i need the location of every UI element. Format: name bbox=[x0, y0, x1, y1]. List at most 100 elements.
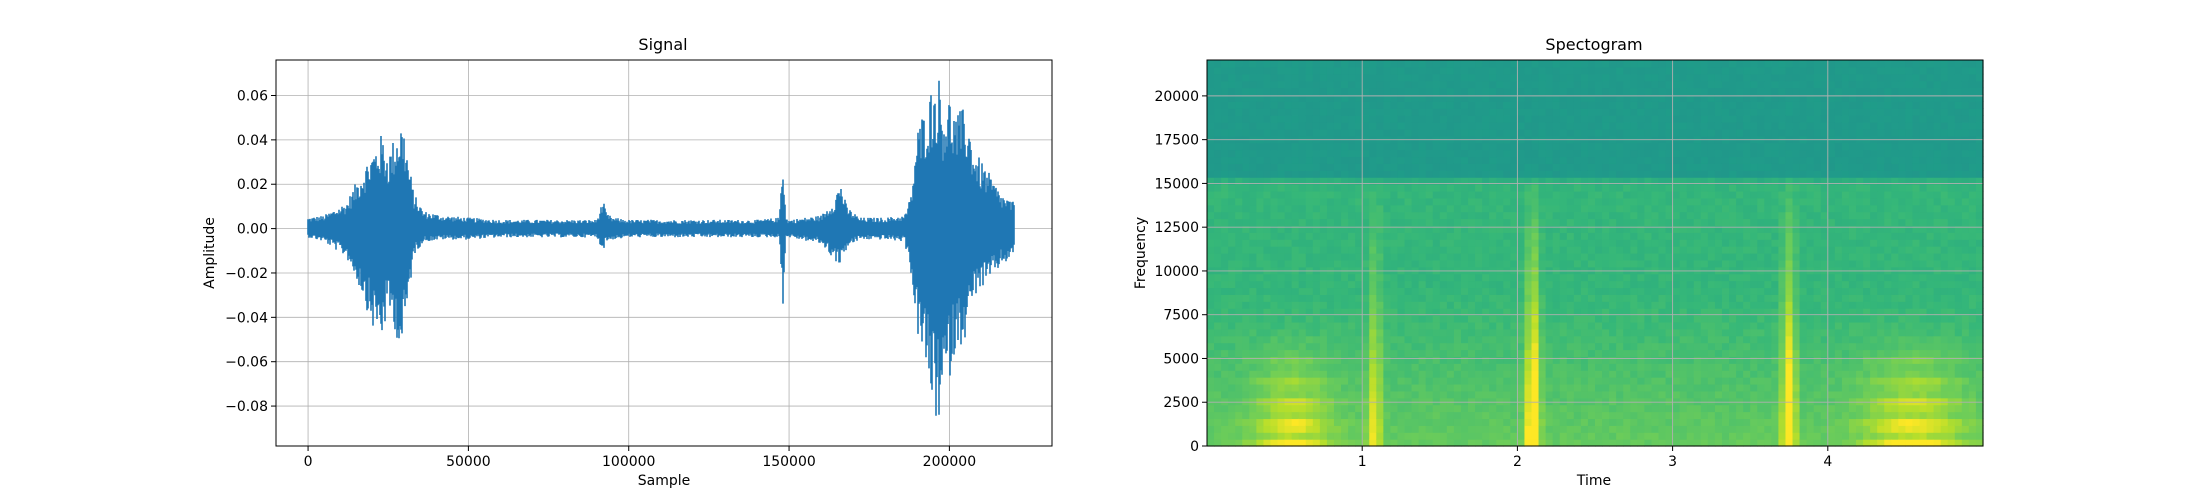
spectrogram-cell bbox=[1348, 308, 1356, 316]
spectrogram-cell bbox=[1714, 94, 1723, 102]
spectrogram-cell bbox=[1792, 321, 1801, 330]
spectrogram-cell bbox=[1482, 184, 1490, 192]
spectrogram-cell bbox=[1658, 335, 1667, 344]
spectrogram-cell bbox=[1757, 128, 1765, 137]
spectrogram-cell bbox=[1757, 87, 1765, 96]
spectrogram-cell bbox=[1228, 177, 1236, 185]
spectrogram-cell bbox=[1482, 177, 1490, 185]
spectrogram-cell bbox=[1270, 411, 1279, 420]
spectrogram-cell bbox=[1460, 80, 1469, 89]
spectrogram-cell bbox=[1383, 404, 1392, 413]
spectrogram-cell bbox=[1263, 149, 1272, 158]
spectrogram-cell bbox=[1369, 273, 1377, 282]
spectrogram-cell bbox=[1460, 73, 1469, 82]
spectrogram-cell bbox=[1369, 225, 1377, 233]
spectrogram-cell bbox=[1369, 363, 1377, 371]
spectrogram-cell bbox=[1736, 259, 1744, 268]
spectrogram-cell bbox=[1714, 287, 1723, 295]
spectrogram-cell bbox=[1362, 356, 1370, 364]
spectrogram-cell bbox=[1623, 370, 1631, 378]
spectrogram-cell bbox=[1489, 377, 1497, 385]
spectrogram-cell bbox=[1559, 287, 1568, 295]
spectrogram-cell bbox=[1672, 87, 1681, 96]
spectrogram-cell bbox=[1602, 370, 1610, 378]
spectrogram-cell bbox=[1771, 163, 1780, 171]
spectrogram-cell bbox=[1411, 404, 1420, 413]
spectrogram-cell bbox=[1637, 177, 1645, 185]
spectrogram-cell bbox=[1771, 184, 1780, 192]
spectrogram-cell bbox=[1390, 184, 1399, 192]
spectrogram-cell bbox=[1651, 246, 1660, 254]
spectrogram-cell bbox=[1418, 321, 1427, 330]
spectrogram-cell bbox=[1630, 170, 1638, 178]
spectrogram-cell bbox=[1277, 122, 1286, 130]
spectrogram-cell bbox=[1496, 287, 1504, 295]
spectrogram-cell bbox=[1813, 204, 1822, 213]
spectrogram-cell bbox=[1319, 363, 1328, 371]
spectrogram-cell bbox=[1630, 142, 1638, 151]
spectrogram-cell bbox=[1573, 259, 1582, 268]
spectrogram-cell bbox=[1552, 170, 1561, 178]
spectrogram-cell bbox=[1319, 308, 1328, 316]
spectrogram-cell bbox=[1256, 149, 1265, 158]
spectrogram-cell bbox=[1214, 115, 1222, 123]
spectrogram-cell bbox=[1729, 60, 1737, 68]
spectrogram-cell bbox=[1446, 294, 1455, 302]
spectrogram-cell bbox=[1228, 60, 1236, 68]
spectrogram-cell bbox=[1658, 356, 1667, 364]
spectrogram-cell bbox=[1404, 321, 1413, 330]
spectrogram-cell bbox=[1291, 328, 1300, 337]
spectrogram-cell bbox=[1524, 239, 1533, 247]
spectrogram-cell bbox=[1425, 239, 1434, 247]
spectrogram-cell bbox=[1792, 156, 1801, 164]
spectrogram-cell bbox=[1700, 156, 1709, 164]
spectrogram-cell bbox=[1559, 73, 1568, 82]
spectrogram-cell bbox=[1771, 108, 1780, 116]
spectrogram-cell bbox=[1602, 184, 1610, 192]
spectrogram-cell bbox=[1319, 259, 1328, 268]
spectrogram-cell bbox=[1778, 280, 1787, 289]
spectrogram-cell bbox=[1700, 287, 1709, 295]
spectrogram-cell bbox=[1672, 390, 1681, 399]
spectrogram-cell bbox=[1207, 122, 1215, 130]
spectrogram-cell bbox=[1573, 253, 1582, 261]
spectrogram-cell bbox=[1341, 418, 1349, 426]
spectrogram-cell bbox=[1228, 225, 1236, 233]
spectrogram-cell bbox=[1707, 377, 1716, 385]
spectrogram-cell bbox=[1369, 253, 1377, 261]
spectrogram-cell bbox=[1489, 397, 1497, 406]
spectrogram-cell bbox=[1750, 363, 1758, 371]
spectrogram-cell bbox=[1390, 390, 1399, 399]
spectrogram-cell bbox=[1460, 335, 1469, 344]
spectrogram-cell bbox=[1475, 432, 1483, 440]
spectrogram-cell bbox=[1686, 253, 1695, 261]
spectrogram-cell bbox=[1566, 184, 1575, 192]
spectrogram-cell bbox=[1291, 335, 1300, 344]
spectrogram-cell bbox=[1475, 94, 1483, 102]
spectrogram-cell bbox=[1750, 404, 1758, 413]
spectrogram-cell bbox=[1630, 418, 1638, 426]
spectrogram-cell bbox=[1425, 66, 1434, 75]
spectrogram-cell bbox=[1714, 101, 1723, 109]
spectrogram-cell bbox=[1460, 356, 1469, 364]
spectrogram-cell bbox=[1468, 356, 1476, 364]
spectrogram-cell bbox=[1792, 190, 1801, 199]
spectrogram-cell bbox=[1686, 259, 1695, 268]
spectrogram-cell bbox=[1771, 273, 1780, 282]
spectrogram-cell bbox=[1517, 342, 1526, 351]
spectrogram-cell bbox=[1263, 418, 1272, 426]
spectrogram-cell bbox=[1602, 253, 1610, 261]
spectrogram-cell bbox=[1270, 328, 1279, 337]
spectrogram-cell bbox=[1644, 94, 1653, 102]
spectrogram-cell bbox=[1475, 321, 1483, 330]
spectrogram-cell bbox=[1312, 383, 1321, 392]
spectrogram-cell bbox=[1256, 225, 1265, 233]
spectrogram-cell bbox=[1686, 156, 1695, 164]
spectrogram-cell bbox=[1383, 108, 1392, 116]
spectrogram-cell bbox=[1693, 321, 1702, 330]
spectrogram-cell bbox=[1721, 225, 1730, 233]
spectrogram-cell bbox=[1552, 390, 1561, 399]
spectrogram-cell bbox=[1341, 377, 1349, 385]
spectrogram-cell bbox=[1468, 232, 1476, 240]
